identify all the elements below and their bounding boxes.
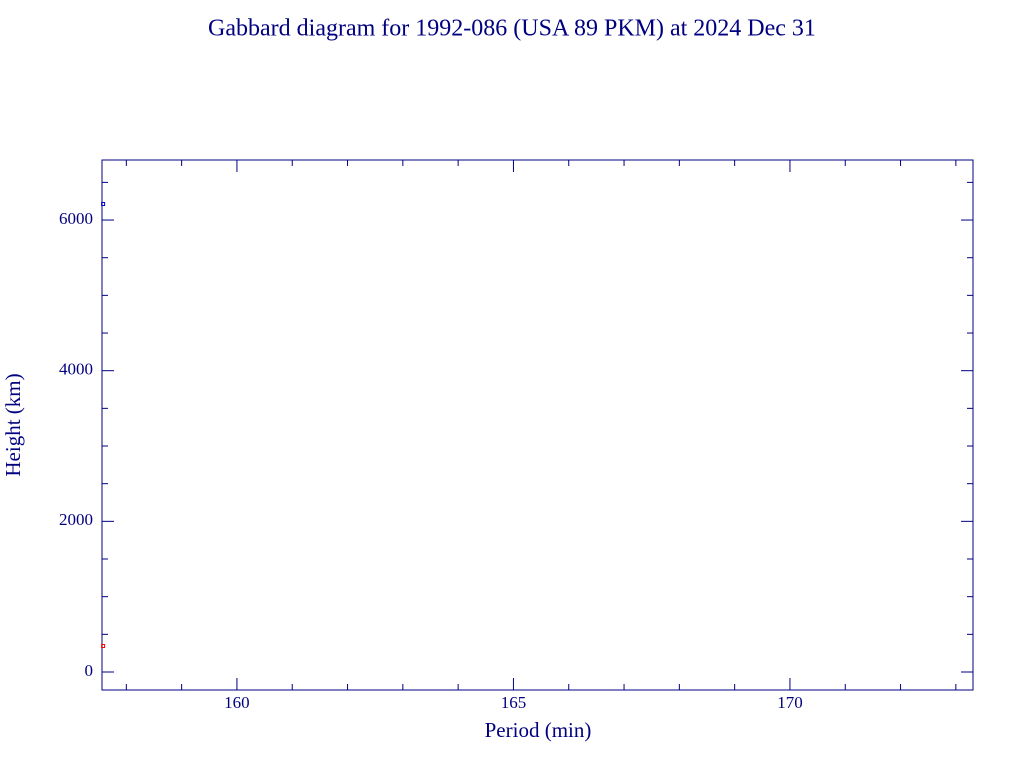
y-tick-label: 0 (85, 661, 94, 680)
plot-frame (101, 159, 974, 691)
x-axis-label: Period (min) (485, 718, 592, 742)
point (101, 201, 106, 206)
y-tick-label: 6000 (59, 209, 93, 228)
y-tick-label: 4000 (59, 360, 93, 379)
chart-title: Gabbard diagram for 1992-086 (USA 89 PKM… (208, 16, 816, 42)
point (101, 644, 106, 649)
y-axis-label: Height (km) (1, 373, 25, 476)
x-tick-label: 160 (224, 693, 250, 712)
y-tick-label: 2000 (59, 510, 93, 529)
x-tick-label: 165 (501, 693, 527, 712)
x-tick-label: 170 (777, 693, 803, 712)
